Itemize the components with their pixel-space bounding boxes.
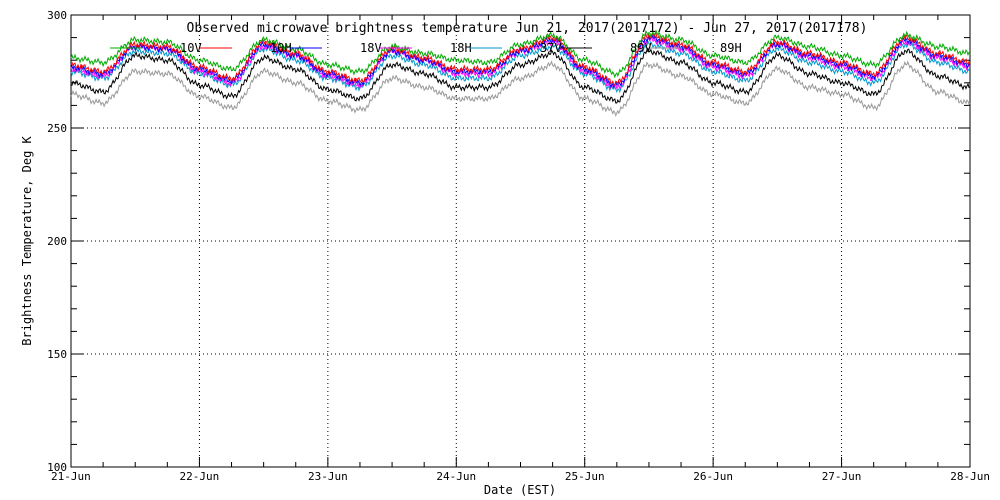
gridlines (71, 15, 970, 467)
y-tick-label: 300 (47, 9, 67, 22)
y-axis-label: Brightness Temperature, Deg K (20, 135, 34, 345)
legend-label-18v: 18V (360, 41, 382, 55)
x-tick-label: 27-Jun (822, 470, 862, 483)
legend-label-10v: 10V (180, 41, 202, 55)
series-line-89v (70, 47, 971, 104)
legend-label-10h: 10H (270, 41, 292, 55)
y-tick-label: 100 (47, 461, 67, 474)
x-tick-label: 26-Jun (693, 470, 733, 483)
x-tick-label: 25-Jun (565, 470, 605, 483)
series-line-89h (70, 60, 971, 118)
legend: 10V 10H 18V 18H 37V 89V 89H (110, 41, 742, 55)
legend-label-37v: 37V (540, 41, 562, 55)
x-tick-label: 24-Jun (436, 470, 476, 483)
x-tick-label: 28-Jun (950, 470, 990, 483)
x-tick-labels: 21-Jun 22-Jun 23-Jun 24-Jun 25-Jun 26-Jun 27-J… (51, 470, 990, 483)
legend-label-89h: 89H (720, 41, 742, 55)
legend-label-89v: 89V (630, 41, 652, 55)
x-tick-label: 23-Jun (308, 470, 348, 483)
y-tick-label: 150 (47, 348, 67, 361)
y-tick-label: 200 (47, 235, 67, 248)
y-tick-labels: 100 150 200 250 300 (47, 9, 67, 474)
y-tick-label: 250 (47, 122, 67, 135)
legend-label-18h: 18H (450, 41, 472, 55)
x-tick-label: 21-Jun (51, 470, 91, 483)
series-lines (70, 29, 971, 118)
x-axis-label: Date (EST) (484, 483, 556, 497)
x-tick-label: 22-Jun (180, 470, 220, 483)
series-line-10v (70, 29, 971, 79)
series-line-37v (70, 39, 971, 94)
axis-ticks (70, 14, 971, 468)
series-line-10h (70, 32, 971, 86)
chart-title: Observed microwave brightness temperatur… (187, 21, 868, 36)
